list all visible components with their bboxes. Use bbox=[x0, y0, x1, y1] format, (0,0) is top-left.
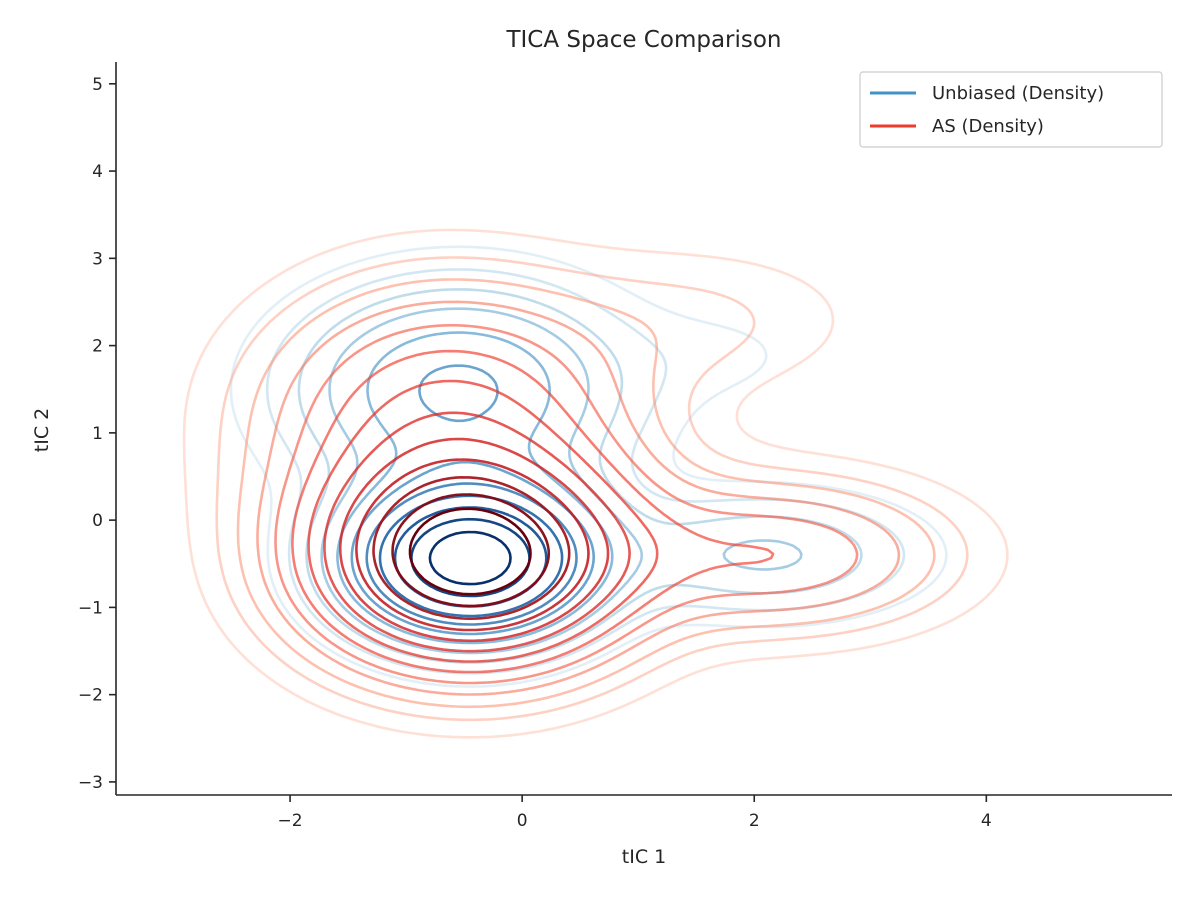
contour-line bbox=[339, 437, 610, 643]
x-axis-title: tIC 1 bbox=[622, 846, 666, 868]
x-tick-label: 2 bbox=[749, 811, 760, 831]
y-tick-label: 3 bbox=[92, 249, 103, 269]
contour-line bbox=[274, 324, 859, 685]
contour-line bbox=[182, 228, 1009, 739]
contour-line bbox=[350, 364, 595, 636]
y-tick-label: 4 bbox=[92, 162, 103, 182]
contour-line bbox=[256, 300, 901, 696]
contour-line bbox=[372, 476, 571, 620]
legend-label-unbiased: Unbiased (Density) bbox=[932, 83, 1104, 104]
y-tick-label: −2 bbox=[78, 686, 103, 706]
x-tick-label: −2 bbox=[278, 811, 303, 831]
contour-line bbox=[323, 411, 631, 653]
contour-line bbox=[236, 278, 936, 709]
series-unbiased-contours bbox=[229, 245, 948, 688]
plot-area bbox=[182, 228, 1009, 739]
y-tick-label: 2 bbox=[92, 337, 103, 357]
contour-line bbox=[291, 349, 775, 674]
y-tick-label: −3 bbox=[78, 773, 103, 793]
contour-line bbox=[307, 379, 659, 663]
legend: Unbiased (Density) AS (Density) bbox=[859, 71, 1163, 148]
contour-line bbox=[428, 530, 512, 586]
contour-line bbox=[355, 458, 590, 632]
legend-box bbox=[859, 71, 1163, 148]
y-ticks: −3 −2 −1 0 1 2 3 4 5 bbox=[78, 75, 116, 793]
x-tick-label: 0 bbox=[517, 811, 528, 831]
series-as-contours bbox=[182, 228, 1009, 739]
contour-line bbox=[320, 307, 803, 655]
chart-title: TICA Space Comparison bbox=[505, 27, 781, 53]
x-ticks: −2 0 2 4 bbox=[278, 795, 992, 831]
y-tick-label: 0 bbox=[92, 511, 103, 531]
contour-line bbox=[408, 507, 532, 596]
contour-line bbox=[391, 493, 551, 608]
y-tick-label: −1 bbox=[78, 598, 103, 618]
contour-line bbox=[215, 256, 969, 722]
axes: −2 0 2 4 −3 −2 −1 0 1 2 3 4 5 bbox=[78, 62, 1172, 831]
legend-label-as: AS (Density) bbox=[932, 116, 1044, 137]
y-tick-label: 5 bbox=[92, 75, 103, 95]
y-axis-title: tIC 2 bbox=[31, 408, 53, 452]
y-tick-label: 1 bbox=[92, 424, 103, 444]
x-tick-label: 4 bbox=[981, 811, 992, 831]
